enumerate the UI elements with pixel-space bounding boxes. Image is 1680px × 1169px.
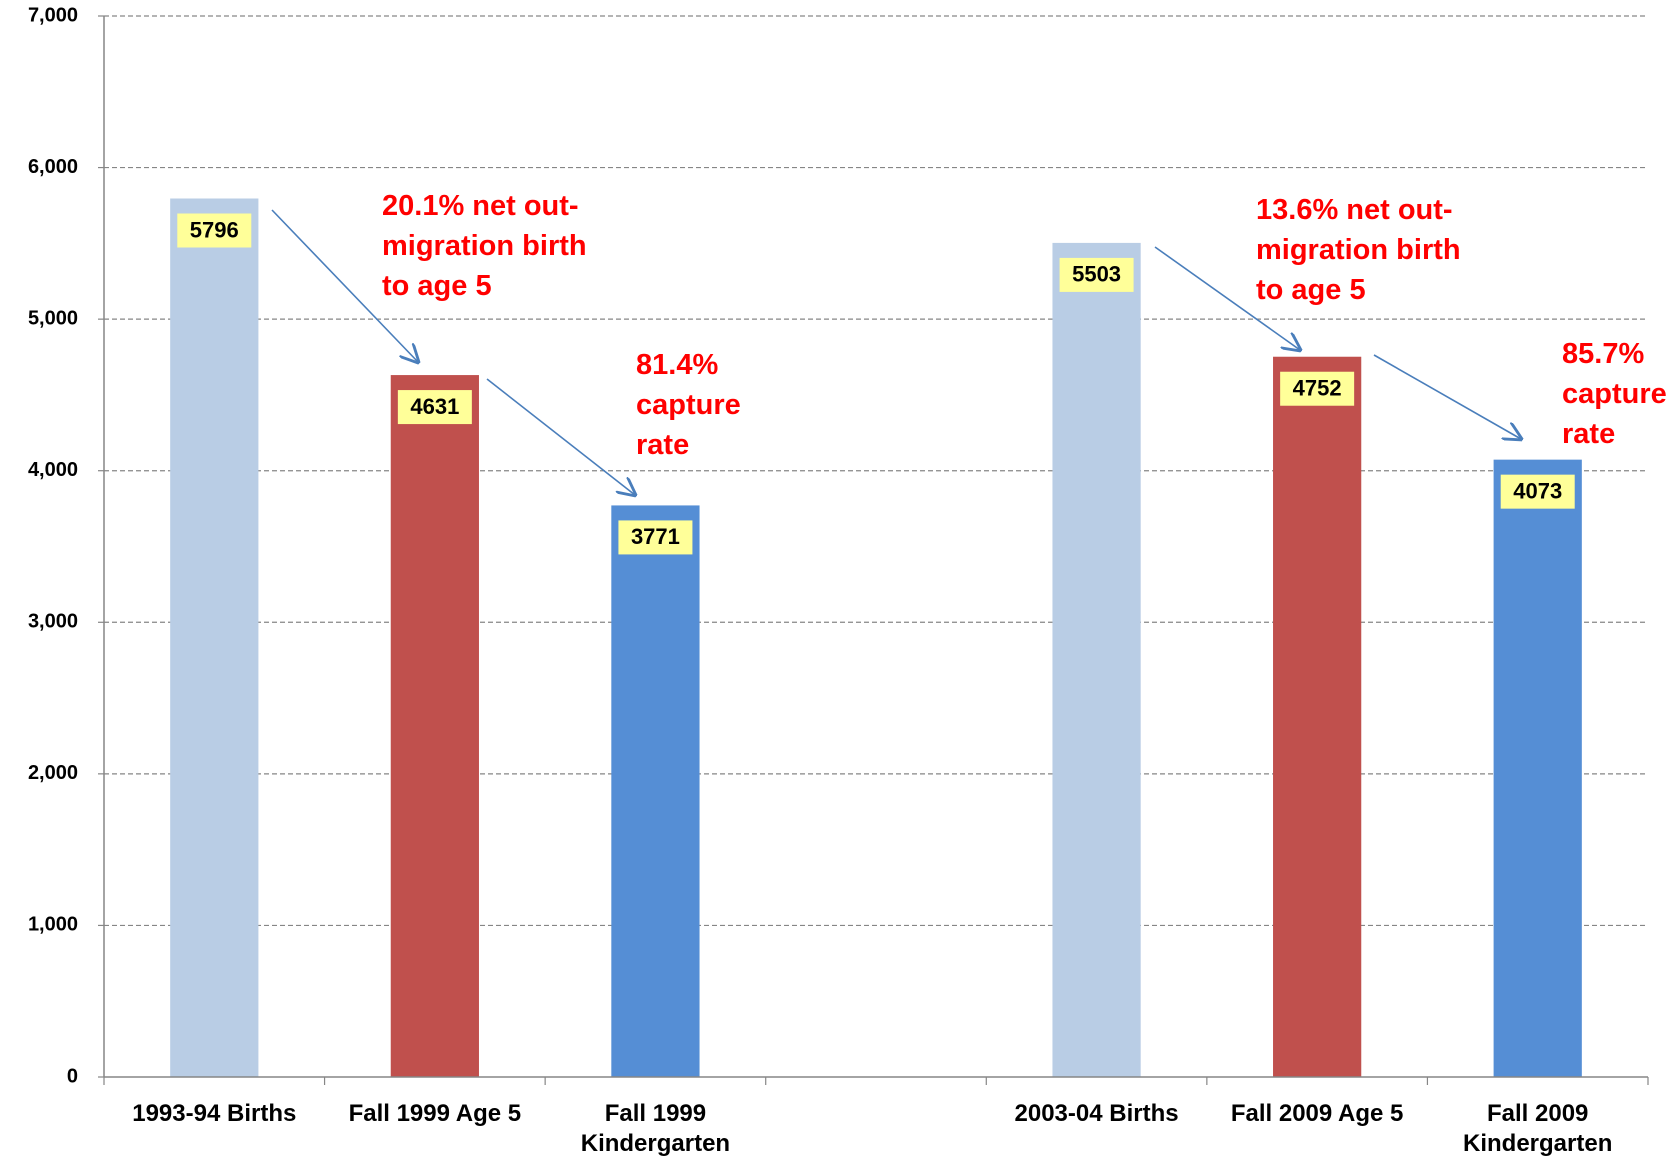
value-label: 4752 xyxy=(1293,376,1342,401)
annotation: 13.6% net out- migration birth to age 5 xyxy=(1256,194,1461,306)
y-tick-label: 5,000 xyxy=(28,307,78,329)
bar xyxy=(1273,356,1362,1078)
y-tick-label: 4,000 xyxy=(28,459,78,481)
x-tick-label: Fall 1999 Kindergarten xyxy=(580,1100,731,1157)
y-tick-label: 6,000 xyxy=(28,156,78,178)
bar xyxy=(1493,459,1582,1078)
bar xyxy=(390,375,479,1077)
arrow xyxy=(1154,246,1300,350)
value-label-box xyxy=(1059,257,1134,292)
value-label-box xyxy=(618,520,693,555)
bar xyxy=(170,198,259,1077)
x-tick-label: Fall 1999 Age 5 xyxy=(348,1100,522,1127)
x-tick-label: Fall 2009 Age 5 xyxy=(1230,1100,1404,1127)
value-label: 5503 xyxy=(1072,262,1121,287)
value-label: 5796 xyxy=(190,217,239,242)
y-tick-label: 1,000 xyxy=(28,914,78,936)
x-tick-label: Fall 2009 Kindergarten xyxy=(1463,1100,1613,1157)
bar xyxy=(611,505,700,1077)
value-label-box xyxy=(177,213,252,248)
value-label-box xyxy=(1280,371,1355,406)
value-label-box xyxy=(1500,474,1575,509)
value-label: 4631 xyxy=(410,394,459,419)
value-label: 3771 xyxy=(631,524,680,549)
annotation: 20.1% net out- migration birth to age 5 xyxy=(382,190,587,302)
y-tick-label: 2,000 xyxy=(28,762,78,784)
arrows xyxy=(271,209,1521,495)
annotation: 81.4% capture rate xyxy=(636,349,741,461)
arrow xyxy=(1373,354,1521,439)
x-tick-label: 1993-94 Births xyxy=(132,1100,297,1127)
value-label-box xyxy=(397,390,472,425)
arrow xyxy=(486,378,635,495)
y-tick-label: 3,000 xyxy=(28,611,78,633)
arrow xyxy=(271,209,418,362)
x-tick-label: 2003-04 Births xyxy=(1014,1100,1179,1127)
y-tick-label: 7,000 xyxy=(28,4,78,26)
y-tick-label: 0 xyxy=(67,1065,78,1087)
value-label: 4073 xyxy=(1513,478,1562,503)
annotation: 85.7% capture rate xyxy=(1562,338,1667,450)
bar xyxy=(1052,242,1141,1077)
